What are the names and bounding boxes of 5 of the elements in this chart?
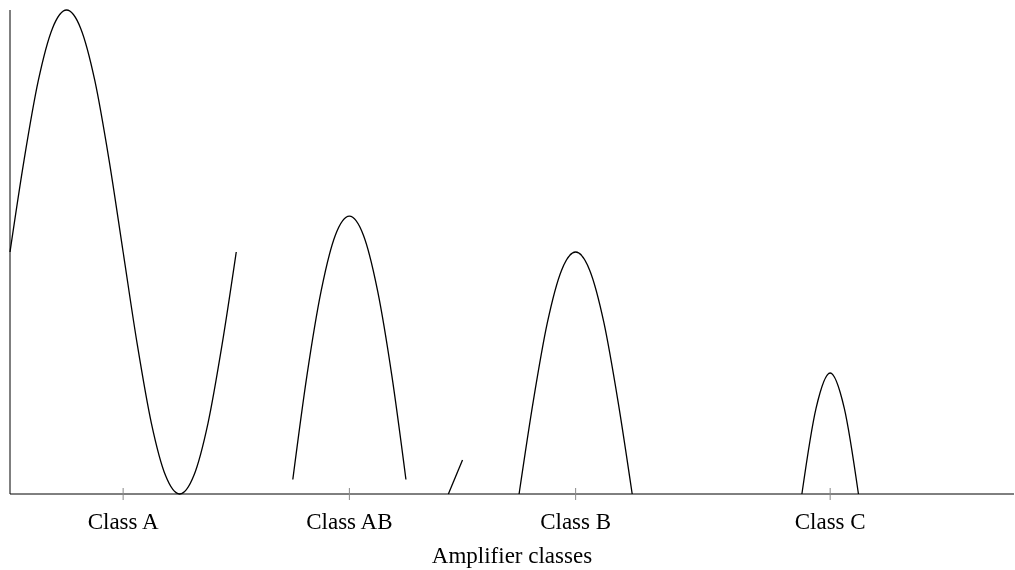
x-tick-label: Class A — [87, 509, 159, 534]
x-tick-label: Class C — [794, 509, 866, 534]
x-tick-label: Class AB — [306, 509, 393, 534]
x-tick-label: Class B — [540, 509, 612, 534]
x-axis-title: Amplifier classes — [431, 543, 593, 568]
